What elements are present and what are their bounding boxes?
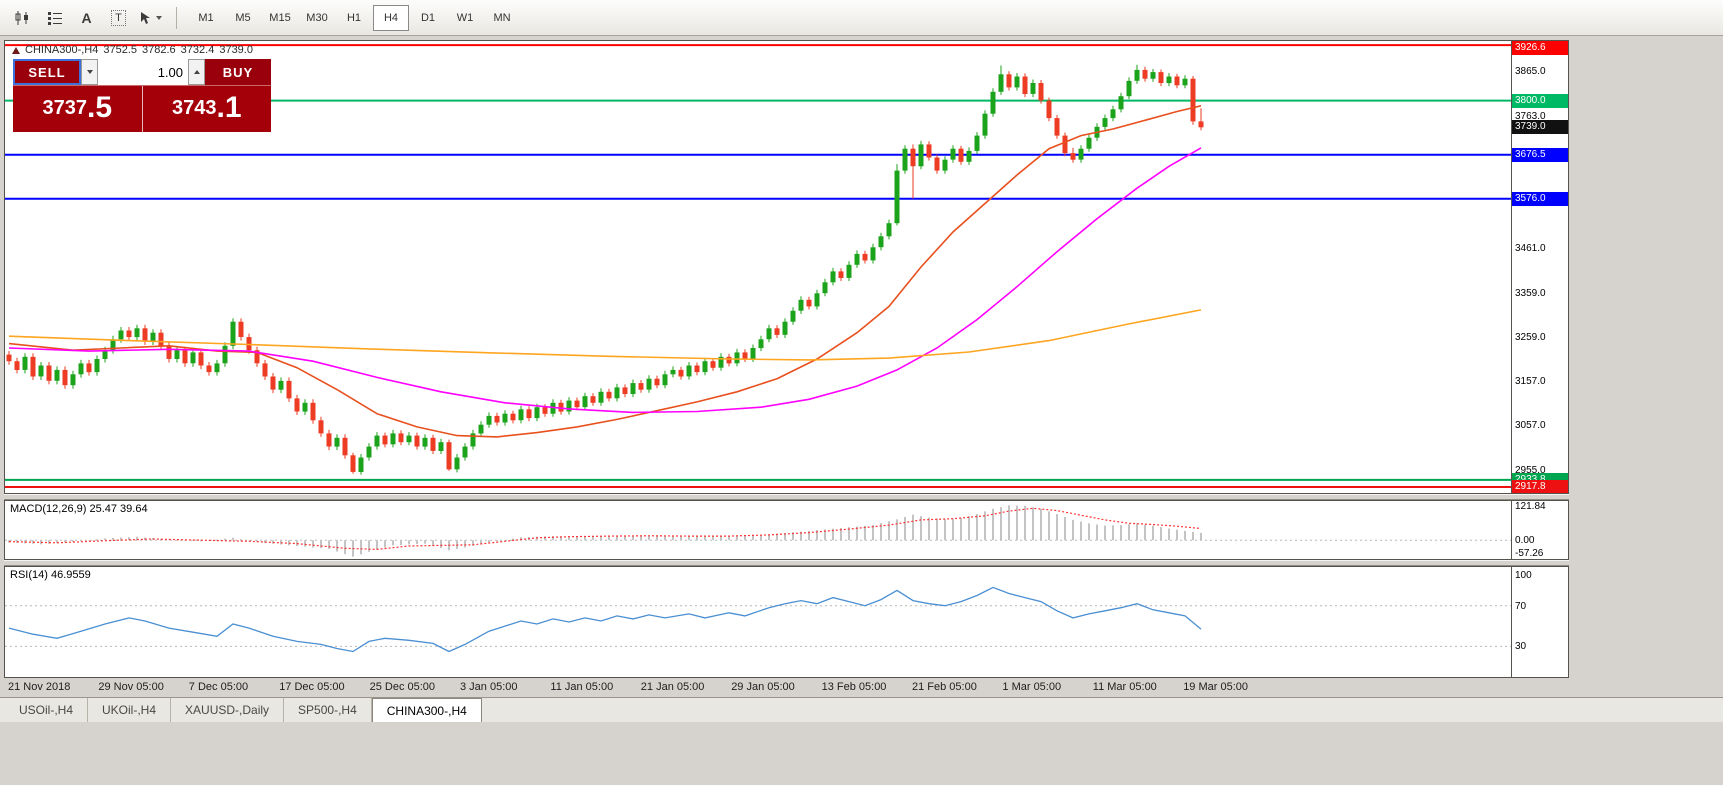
- chart-window: 3865.0 3763.0 3461.0 3359.0 3259.0 3157.0 3057…: [4, 40, 1569, 698]
- sell-price-base: 3737: [42, 97, 87, 119]
- cursor-dropdown-caret-icon: [156, 15, 162, 20]
- price-tick: 3763.0: [1515, 110, 1546, 122]
- time-label: 21 Feb 05:00: [912, 681, 977, 693]
- time-label: 11 Mar 05:00: [1092, 681, 1157, 693]
- time-label: 13 Feb 05:00: [821, 681, 887, 693]
- macd-tick: 0.00: [1515, 535, 1535, 547]
- symbol-marker-icon: [12, 46, 20, 54]
- rsi-tick: 70: [1515, 600, 1527, 612]
- macd-tick: -57.26: [1515, 548, 1544, 559]
- macd-tick: 121.84: [1515, 501, 1546, 512]
- toolbar-separator: [176, 6, 177, 29]
- current-price-badge: 3739.0: [1512, 120, 1568, 135]
- timeframe-button-m5[interactable]: M5: [235, 11, 251, 24]
- ohlc-low: 3732.4: [180, 44, 215, 56]
- buy-price[interactable]: 3743 .1: [143, 86, 272, 132]
- buy-price-frac: .1: [216, 91, 242, 124]
- ohlc-open: 3752.5: [103, 44, 138, 56]
- price-tick: 3865.0: [1515, 66, 1546, 78]
- text-tool-icon[interactable]: T: [104, 4, 133, 32]
- sell-price[interactable]: 3737 .5: [13, 86, 143, 132]
- time-label: 29 Jan 05:00: [731, 681, 795, 693]
- chevron-up-icon: [193, 70, 200, 74]
- volume-input[interactable]: 1.00: [98, 59, 188, 85]
- panel-splitter[interactable]: [4, 560, 1569, 566]
- timeframe-button-h1[interactable]: H1: [346, 11, 362, 24]
- annotation-letter: A: [81, 9, 92, 26]
- one-click-trade-widget: SELL 1.00 BUY 3737 .5 3743 .1: [13, 59, 271, 132]
- timeframe-button-h4[interactable]: H4: [373, 4, 409, 31]
- macd-axis[interactable]: 121.84 0.00 -57.26: [1511, 501, 1568, 559]
- macd-label: MACD(12,26,9) 25.47 39.64: [10, 503, 148, 515]
- timeframe-group: M1 M5 M15 M30 H1 H4 D1 W1 MN: [188, 4, 520, 31]
- price-level-badge: 3676.5: [1512, 147, 1568, 162]
- chart-tab[interactable]: XAUUSD-,Daily: [171, 698, 285, 722]
- price-level-badge: 3576.0: [1512, 191, 1568, 206]
- price-tick: 3359.0: [1515, 287, 1546, 299]
- annotation-tool-icon[interactable]: A: [72, 4, 101, 32]
- volume-increase-button[interactable]: [188, 59, 205, 85]
- price-tick: 2955.0: [1515, 464, 1546, 476]
- timeframe-button-m15[interactable]: M15: [269, 11, 291, 24]
- time-axis[interactable]: 21 Nov 2018 29 Nov 05:00 7 Dec 05:00 17 Dec…: [4, 678, 1569, 698]
- ohlc-close: 3739.0: [219, 44, 253, 56]
- chart-tab[interactable]: UKOil-,H4: [88, 698, 172, 722]
- symbol-period: CHINA300-,H4: [25, 44, 99, 56]
- price-tick: 3057.0: [1515, 419, 1546, 431]
- rsi-tick: 30: [1515, 641, 1527, 653]
- volume-dropdown-button[interactable]: [81, 59, 98, 85]
- timeframe-button-m1[interactable]: M1: [198, 11, 214, 24]
- chart-tabs: USOil-,H4 UKOil-,H4 XAUUSD-,Daily SP500-,H4…: [0, 697, 1723, 722]
- timeframe-button-m30[interactable]: M30: [306, 11, 328, 24]
- time-label: 19 Mar 05:00: [1183, 681, 1249, 693]
- timeframe-button-w1[interactable]: W1: [456, 11, 474, 24]
- time-label: 29 Nov 05:00: [98, 681, 164, 693]
- cursor-tool-icon[interactable]: [136, 4, 165, 32]
- time-label: 1 Mar 05:00: [1002, 681, 1062, 693]
- time-label: 21 Nov 2018: [8, 681, 71, 693]
- rsi-tick: 100: [1515, 570, 1532, 582]
- time-label: 25 Dec 05:00: [369, 681, 436, 693]
- rsi-axis[interactable]: 100 70 30: [1511, 567, 1568, 677]
- timeframe-button-d1[interactable]: D1: [420, 11, 436, 24]
- time-label: 21 Jan 05:00: [640, 681, 705, 693]
- price-tick: 3259.0: [1515, 331, 1546, 343]
- chart-tab[interactable]: USOil-,H4: [5, 698, 89, 722]
- candlestick-plot: [5, 44, 1511, 488]
- rsi-panel[interactable]: 100 70 30 RSI(14) 46.9559: [4, 566, 1569, 678]
- sell-button[interactable]: SELL: [13, 59, 81, 85]
- chart-tab[interactable]: SP500-,H4: [284, 698, 372, 722]
- price-chart-panel[interactable]: 3865.0 3763.0 3461.0 3359.0 3259.0 3157.0 3057…: [4, 40, 1569, 494]
- time-label: 3 Jan 05:00: [460, 681, 518, 693]
- price-axis[interactable]: 3865.0 3763.0 3461.0 3359.0 3259.0 3157.0 3057…: [1511, 41, 1568, 493]
- timeframe-button-mn[interactable]: MN: [493, 11, 511, 24]
- text-letter: T: [111, 9, 126, 26]
- time-label: 17 Dec 05:00: [279, 681, 345, 693]
- buy-button[interactable]: BUY: [205, 59, 271, 85]
- macd-panel[interactable]: 121.84 0.00 -57.26 MACD(12,26,9) 25.47 39.…: [4, 500, 1569, 560]
- object-list-icon[interactable]: [40, 4, 69, 32]
- chevron-down-icon: [86, 70, 93, 74]
- panel-splitter[interactable]: [4, 494, 1569, 500]
- macd-plot: [5, 505, 1511, 557]
- price-level-badge: 2917.8: [1512, 479, 1568, 493]
- rsi-plot: [5, 586, 1511, 653]
- sell-price-frac: .5: [86, 91, 113, 124]
- price-tick: 3157.0: [1515, 376, 1546, 388]
- ohlc-high: 3782.6: [142, 44, 176, 56]
- time-label: 11 Jan 05:00: [550, 681, 614, 693]
- price-tick: 3461.0: [1515, 243, 1546, 255]
- chart-header: CHINA300-,H4 3752.5 3782.6 3732.4 3739.0: [12, 44, 253, 56]
- price-level-badge: 3800.0: [1512, 93, 1568, 108]
- time-label: 7 Dec 05:00: [188, 681, 249, 693]
- toolbar: A T M1 M5 M15 M30 H1 H4 D1 W1 MN: [0, 0, 1723, 36]
- rsi-label: RSI(14) 46.9559: [10, 569, 91, 581]
- buy-price-base: 3743: [171, 97, 217, 119]
- chart-tab[interactable]: CHINA300-,H4: [371, 698, 482, 722]
- chart-mode-icon[interactable]: [8, 4, 37, 32]
- price-level-badge: 3926.6: [1512, 41, 1568, 55]
